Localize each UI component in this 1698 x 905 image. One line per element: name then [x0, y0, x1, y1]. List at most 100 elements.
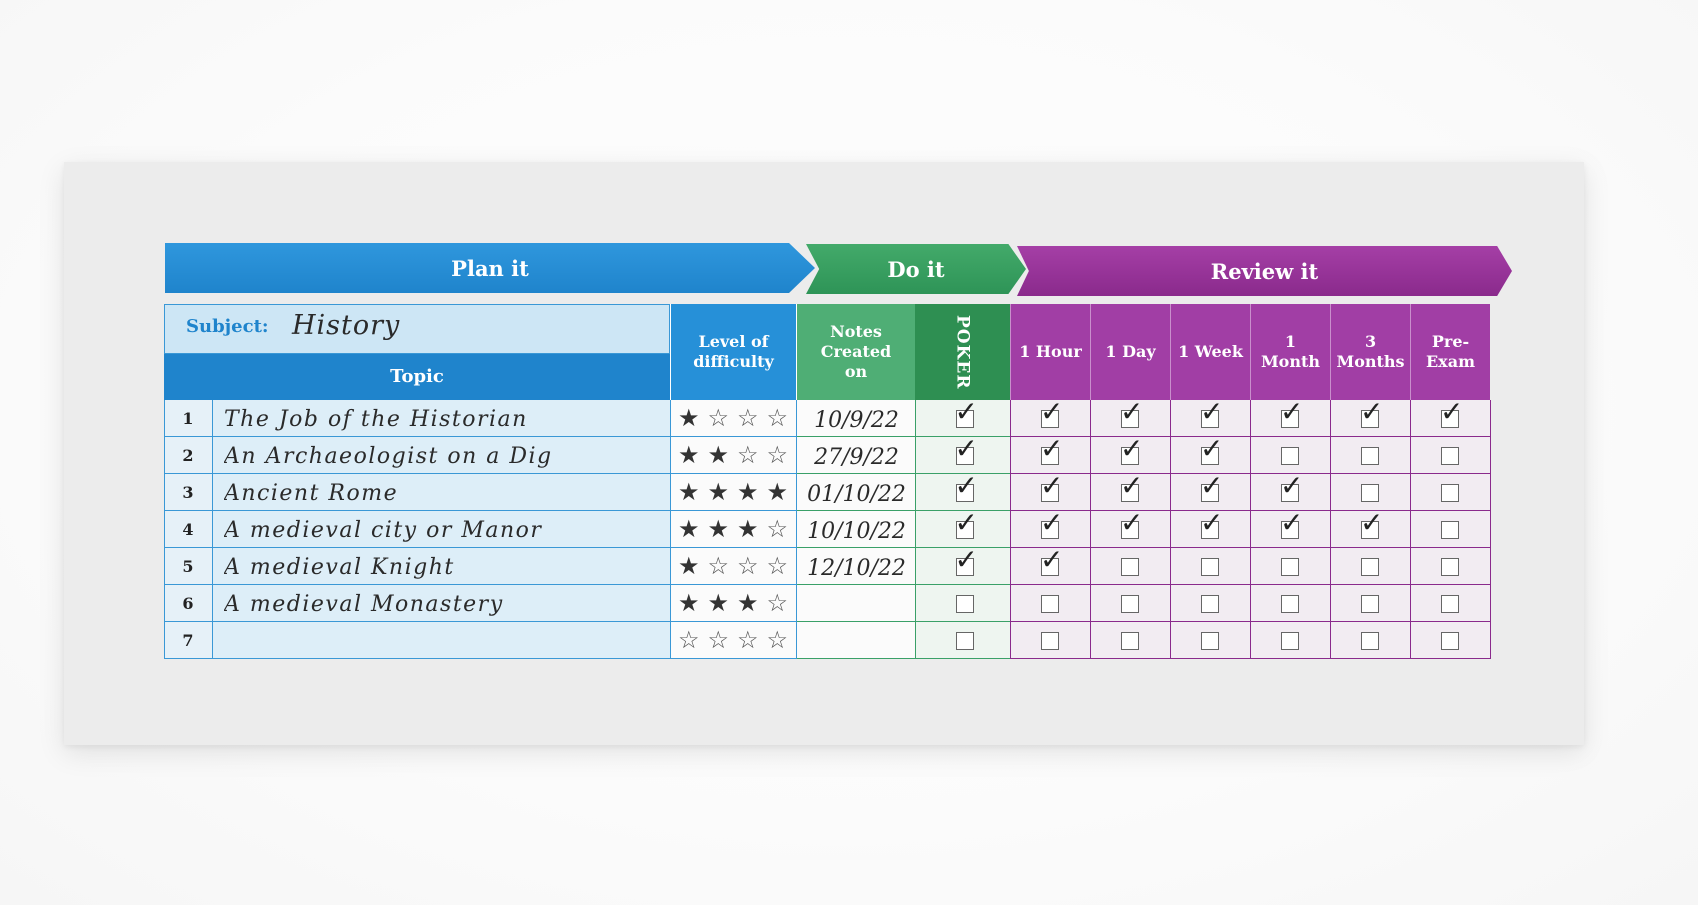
review-checkbox-4[interactable] — [1361, 632, 1379, 650]
notes-date: 27/9/22 — [814, 445, 899, 470]
star-filled-icon[interactable]: ★ — [736, 589, 759, 617]
review-checkbox-1[interactable] — [1121, 595, 1139, 613]
do-it-banner: Do it — [806, 244, 1026, 294]
star-empty-icon[interactable]: ☆ — [707, 626, 729, 654]
star-filled-icon[interactable]: ★ — [736, 515, 759, 543]
number-column — [164, 400, 212, 659]
star-empty-icon[interactable]: ☆ — [766, 404, 788, 432]
check-mark-icon: ✓ — [1120, 395, 1144, 428]
review-checkbox-4[interactable] — [1361, 558, 1379, 576]
review-checkbox-5[interactable] — [1441, 558, 1459, 576]
star-empty-icon[interactable]: ☆ — [736, 626, 759, 654]
poker-checkbox[interactable] — [955, 632, 974, 650]
review-checkbox-1[interactable] — [1121, 521, 1139, 539]
review-checkbox-1[interactable] — [1121, 484, 1139, 502]
review-checkbox-3[interactable] — [1281, 410, 1299, 428]
star-filled-icon[interactable]: ★ — [707, 589, 729, 617]
star-filled-icon[interactable]: ★ — [677, 441, 700, 469]
star-filled-icon[interactable]: ★ — [677, 515, 700, 543]
review-checkbox-1[interactable] — [1121, 632, 1139, 650]
review-checkbox-2[interactable] — [1201, 521, 1219, 539]
do-row-border — [796, 585, 1010, 622]
poker-checkbox[interactable] — [955, 558, 974, 576]
difficulty-stars: ★ ★ ★ ☆ — [674, 517, 792, 546]
star-empty-icon[interactable]: ☆ — [766, 626, 788, 654]
review-checkbox-5[interactable] — [1441, 595, 1459, 613]
star-filled-icon[interactable]: ★ — [677, 478, 700, 506]
difficulty-row-border — [670, 511, 796, 548]
star-empty-icon[interactable]: ☆ — [707, 404, 729, 432]
review-checkbox-5[interactable] — [1441, 447, 1459, 465]
review-checkbox-5[interactable] — [1441, 484, 1459, 502]
notes-date: 01/10/22 — [807, 482, 906, 507]
review-checkbox-4[interactable] — [1361, 410, 1379, 428]
star-empty-icon[interactable]: ☆ — [736, 441, 759, 469]
check-mark-icon: ✓ — [954, 395, 978, 428]
star-empty-icon[interactable]: ☆ — [736, 552, 759, 580]
review-header-2: 1 Week — [1170, 304, 1250, 400]
check-mark-icon: ✓ — [1280, 506, 1304, 539]
review-checkbox-5[interactable] — [1441, 521, 1459, 539]
review-checkbox-0[interactable] — [1041, 558, 1059, 576]
star-filled-icon[interactable]: ★ — [677, 404, 700, 432]
review-checkbox-5[interactable] — [1441, 632, 1459, 650]
review-checkbox-0[interactable] — [1041, 484, 1059, 502]
review-checkbox-1[interactable] — [1121, 558, 1139, 576]
review-checkbox-2[interactable] — [1201, 595, 1219, 613]
review-checkbox-0[interactable] — [1041, 410, 1059, 428]
star-empty-icon[interactable]: ☆ — [766, 552, 788, 580]
review-checkbox-5[interactable] — [1441, 410, 1459, 428]
star-filled-icon[interactable]: ★ — [736, 478, 759, 506]
review-checkbox-3[interactable] — [1281, 632, 1299, 650]
poker-checkbox[interactable] — [955, 484, 974, 502]
review-checkbox-0[interactable] — [1041, 632, 1059, 650]
plan-row-border — [164, 511, 670, 548]
star-empty-icon[interactable]: ☆ — [766, 515, 788, 543]
check-mark-icon: ✓ — [1120, 432, 1144, 465]
check-mark-icon: ✓ — [954, 506, 978, 539]
check-mark-icon: ✓ — [1360, 395, 1384, 428]
star-empty-icon[interactable]: ☆ — [766, 589, 788, 617]
star-filled-icon[interactable]: ★ — [677, 589, 700, 617]
review-checkbox-0[interactable] — [1041, 521, 1059, 539]
review-checkbox-4[interactable] — [1361, 484, 1379, 502]
review-checkbox-2[interactable] — [1201, 558, 1219, 576]
review-checkbox-0[interactable] — [1041, 447, 1059, 465]
review-checkbox-2[interactable] — [1201, 484, 1219, 502]
poker-checkbox[interactable] — [955, 595, 974, 613]
star-empty-icon[interactable]: ☆ — [736, 404, 759, 432]
row-number: 7 — [182, 631, 194, 650]
check-mark-icon: ✓ — [1280, 395, 1304, 428]
review-header-4: 3 Months — [1330, 304, 1410, 400]
poker-checkbox[interactable] — [955, 521, 974, 539]
review-checkbox-1[interactable] — [1121, 447, 1139, 465]
review-checkbox-3[interactable] — [1281, 558, 1299, 576]
review-checkbox-2[interactable] — [1201, 447, 1219, 465]
review-checkbox-2[interactable] — [1201, 410, 1219, 428]
poker-checkbox[interactable] — [955, 447, 974, 465]
topic-header: Topic — [164, 354, 670, 400]
star-filled-icon[interactable]: ★ — [707, 515, 729, 543]
review-checkbox-0[interactable] — [1041, 595, 1059, 613]
review-checkbox-2[interactable] — [1201, 632, 1219, 650]
star-empty-icon[interactable]: ☆ — [766, 441, 788, 469]
star-filled-icon[interactable]: ★ — [707, 441, 729, 469]
topic-text: The Job of the Historian — [224, 407, 528, 432]
review-checkbox-4[interactable] — [1361, 521, 1379, 539]
star-empty-icon[interactable]: ☆ — [707, 552, 729, 580]
star-filled-icon[interactable]: ★ — [707, 478, 729, 506]
star-empty-icon[interactable]: ☆ — [677, 626, 700, 654]
review-checkbox-3[interactable] — [1281, 595, 1299, 613]
row-number: 2 — [182, 446, 194, 465]
review-checkbox-3[interactable] — [1281, 521, 1299, 539]
topic-text — [224, 626, 666, 659]
review-checkbox-3[interactable] — [1281, 447, 1299, 465]
review-checkbox-3[interactable] — [1281, 484, 1299, 502]
review-checkbox-1[interactable] — [1121, 410, 1139, 428]
review-checkbox-4[interactable] — [1361, 447, 1379, 465]
star-filled-icon[interactable]: ★ — [766, 478, 788, 506]
review-checkbox-4[interactable] — [1361, 595, 1379, 613]
row-number: 3 — [182, 483, 194, 502]
star-filled-icon[interactable]: ★ — [677, 552, 700, 580]
poker-checkbox[interactable] — [955, 410, 974, 428]
